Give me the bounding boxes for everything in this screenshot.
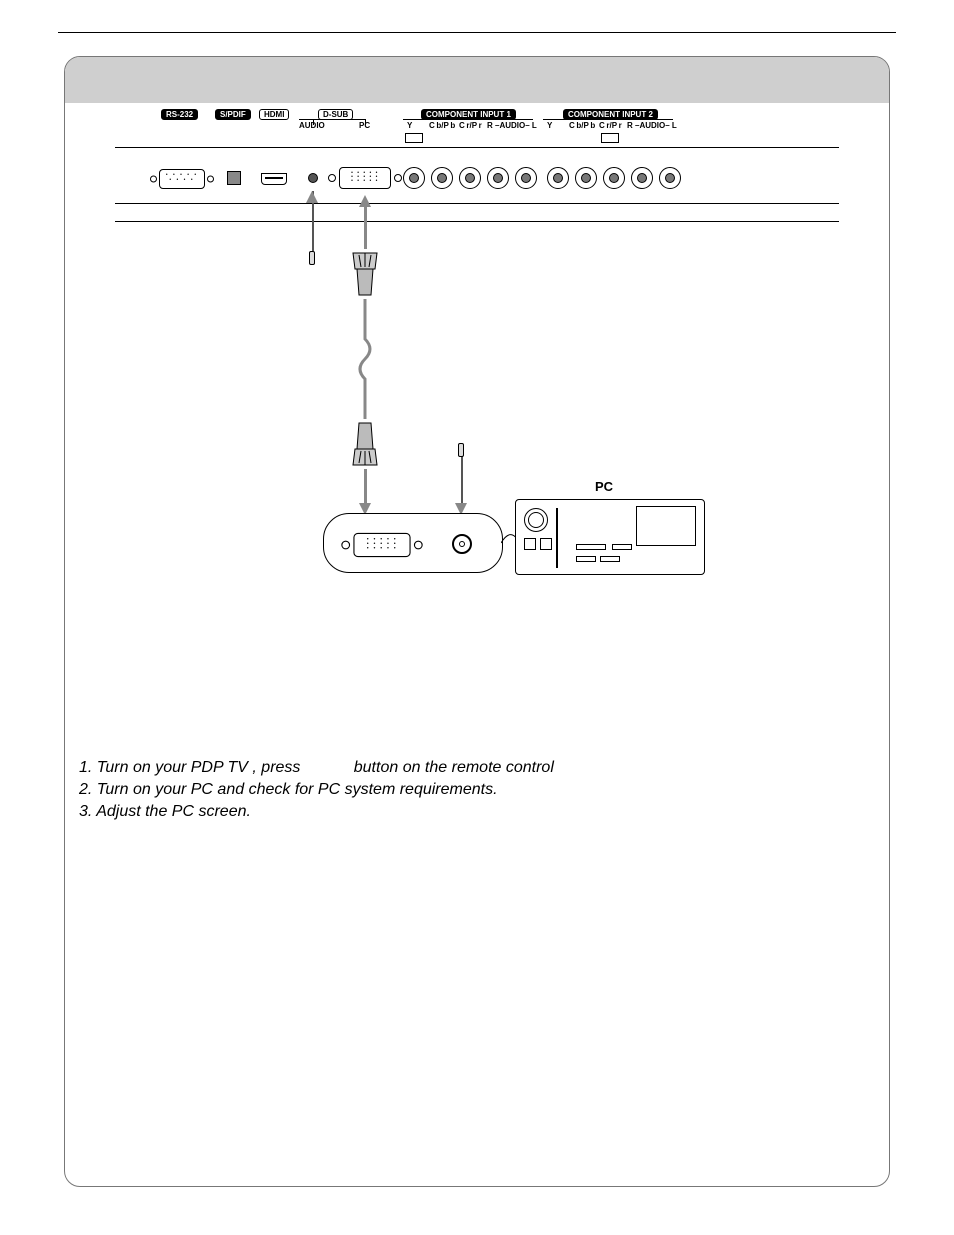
port-hdmi bbox=[261, 173, 287, 185]
pc-label: PC bbox=[595, 479, 613, 494]
vga-cable-b bbox=[364, 469, 367, 505]
rca-c1-5 bbox=[515, 167, 537, 189]
label-spdif: S/PDIF bbox=[215, 109, 251, 120]
audio-arrow-up bbox=[306, 191, 318, 203]
vga-cable-a bbox=[364, 207, 367, 249]
pc-unit: PC bbox=[515, 479, 705, 579]
dsub-bracket bbox=[299, 119, 365, 120]
vga-arrow-up bbox=[359, 195, 371, 207]
port-spdif bbox=[227, 171, 241, 185]
tv-back-panel: RS-232 S/PDIF HDMI D-SUB AUDIO PC COMPON… bbox=[115, 103, 839, 263]
audio-plug-b bbox=[458, 443, 464, 457]
comp2-box bbox=[601, 133, 619, 143]
top-rule bbox=[58, 32, 896, 33]
label-c2-y: Y bbox=[547, 121, 552, 130]
connection-diagram: RS-232 S/PDIF HDMI D-SUB AUDIO PC COMPON… bbox=[115, 103, 839, 623]
label-dsub-audio: AUDIO bbox=[299, 121, 325, 130]
comp1-box bbox=[405, 133, 423, 143]
rca-c1-1 bbox=[403, 167, 425, 189]
label-c2-cb: C b/P b bbox=[569, 121, 595, 130]
label-c2-cr: C r/P r bbox=[599, 121, 622, 130]
port-dsub-vga: • • • • •• • • • •• • • • • bbox=[339, 167, 391, 189]
rca-c2-5 bbox=[659, 167, 681, 189]
instructions: 1. Turn on your PDP TV , press button on… bbox=[79, 757, 554, 823]
audio-plug bbox=[309, 251, 315, 265]
port-dsub-audio bbox=[308, 173, 318, 183]
rca-c1-2 bbox=[431, 167, 453, 189]
rca-c2-1 bbox=[547, 167, 569, 189]
port-rs232: • • • • •• • • • bbox=[159, 169, 205, 189]
comp2-bracket bbox=[543, 119, 673, 120]
label-c1-y: Y bbox=[407, 121, 412, 130]
label-c1-cr: C r/P r bbox=[459, 121, 482, 130]
rca-c1-3 bbox=[459, 167, 481, 189]
pc-port-zoom: • • • • •• • • • •• • • • • bbox=[323, 513, 503, 573]
gray-band bbox=[65, 57, 889, 103]
label-rs232: RS-232 bbox=[161, 109, 198, 120]
rca-c2-4 bbox=[631, 167, 653, 189]
vga-plug-bottom bbox=[347, 419, 383, 469]
instruction-2: 2. Turn on your PC and check for PC syst… bbox=[79, 779, 554, 801]
rca-c2-3 bbox=[603, 167, 625, 189]
label-hdmi: HDMI bbox=[259, 109, 289, 120]
rca-c2-2 bbox=[575, 167, 597, 189]
instruction-3: 3. Adjust the PC screen. bbox=[79, 801, 554, 823]
label-c1-cb: C b/P b bbox=[429, 121, 455, 130]
pc-audio-out bbox=[452, 534, 472, 554]
comp1-bracket bbox=[403, 119, 533, 120]
vga-plug-top bbox=[347, 249, 383, 299]
instruction-1: 1. Turn on your PDP TV , press button on… bbox=[79, 757, 554, 779]
rca-c1-4 bbox=[487, 167, 509, 189]
label-c1-audio: R –AUDIO– L bbox=[487, 121, 537, 130]
content-frame: RS-232 S/PDIF HDMI D-SUB AUDIO PC COMPON… bbox=[64, 56, 890, 1187]
vga-cable-squiggle bbox=[353, 299, 377, 419]
label-c2-audio: R –AUDIO– L bbox=[627, 121, 677, 130]
